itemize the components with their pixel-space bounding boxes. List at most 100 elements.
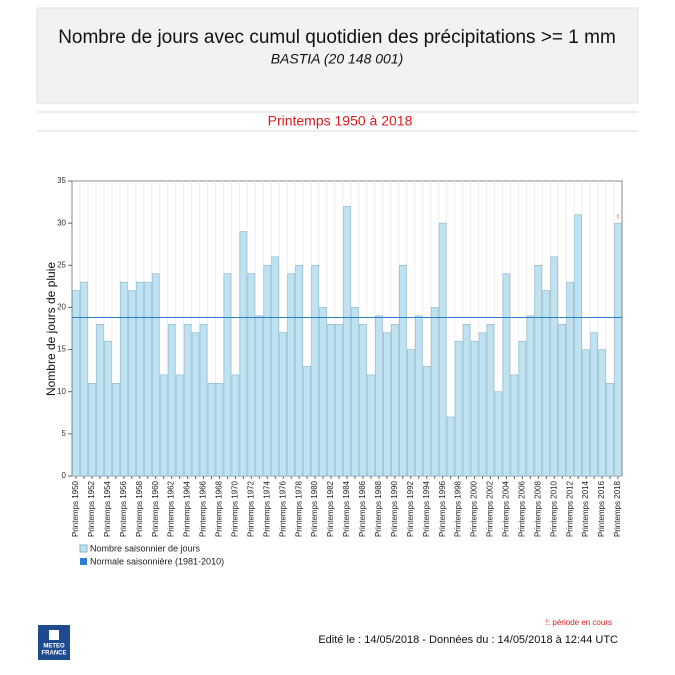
- x-tick-label: Printemps 1976: [278, 480, 287, 537]
- bar: [470, 340, 479, 477]
- bar: [399, 264, 407, 477]
- bar: [151, 273, 160, 477]
- legend-swatch: [80, 558, 87, 565]
- y-tick-label: 35: [57, 176, 66, 185]
- bar: [462, 323, 471, 477]
- x-tick-label: Printemps 1998: [454, 480, 463, 537]
- x-tick-label: Printemps 1992: [406, 480, 415, 537]
- bar: [406, 349, 415, 477]
- y-tick-label: 20: [57, 303, 66, 312]
- bar: [175, 374, 184, 477]
- bar: [534, 264, 543, 477]
- bar: [223, 273, 232, 477]
- bar: [88, 382, 96, 477]
- bar: [510, 374, 519, 477]
- x-tick-label: Printemps 2008: [533, 480, 542, 537]
- legend-swatch: [79, 544, 88, 553]
- bar: [112, 382, 120, 477]
- x-tick-label: Printemps 2006: [517, 480, 526, 537]
- header-subtitle: BASTIA (20 148 001): [271, 51, 404, 67]
- x-tick-label: Printemps 1962: [167, 480, 176, 537]
- x-tick-label: Printemps 2016: [597, 480, 606, 537]
- bar: [478, 332, 487, 477]
- y-tick-label: 30: [57, 218, 66, 227]
- bar: [143, 281, 152, 477]
- x-tick-label: Printemps 1958: [135, 480, 144, 537]
- x-tick-label: Printemps 1960: [151, 480, 160, 537]
- bar: [183, 323, 192, 477]
- x-tick-label: Printemps 1954: [103, 480, 112, 537]
- bar: [191, 332, 200, 477]
- bar: [391, 323, 399, 477]
- bar: [311, 264, 319, 477]
- bar: [502, 273, 511, 477]
- bar: [454, 340, 463, 477]
- bar: [135, 281, 144, 477]
- legend-label: Normale saisonnière (1981-2010): [90, 556, 224, 566]
- bar: [574, 214, 582, 477]
- annotation: !: [617, 214, 619, 221]
- x-tick-label: Printemps 1984: [342, 480, 351, 537]
- bar: [247, 273, 256, 477]
- x-tick-label: Printemps 1974: [262, 480, 271, 537]
- x-tick-label: Printemps 1980: [310, 480, 319, 537]
- header-title: Nombre de jours avec cumul quotidien des…: [58, 27, 616, 48]
- bar: [127, 290, 136, 477]
- bar: [486, 323, 495, 477]
- bar: [542, 290, 551, 477]
- bar: [303, 366, 311, 477]
- bar: [598, 349, 606, 477]
- bar: [438, 222, 447, 477]
- x-tick-label: Printemps 2004: [502, 480, 511, 537]
- footer: Edité le : 14/05/2018 - Données du : 14/…: [318, 634, 618, 646]
- bar: [199, 323, 208, 477]
- x-tick-label: Printemps 1986: [358, 480, 367, 537]
- x-tick-label: Printemps 2010: [549, 480, 558, 537]
- chart-title: Printemps 1950 à 2018: [268, 113, 413, 129]
- y-tick-label: 0: [62, 471, 67, 480]
- bar: [430, 307, 439, 477]
- bar: [614, 222, 622, 477]
- x-tick-label: Printemps 1978: [294, 480, 303, 537]
- bar: [263, 264, 272, 477]
- bar: [446, 416, 455, 477]
- x-tick-label: Printemps 2018: [613, 480, 622, 537]
- bar: [383, 332, 391, 477]
- bar: [494, 391, 503, 477]
- bar: [422, 366, 431, 477]
- bar: [319, 307, 327, 477]
- y-tick-label: 5: [62, 429, 67, 438]
- bar: [343, 205, 351, 477]
- x-tick-label: Printemps 1988: [374, 480, 383, 537]
- x-tick-label: Printemps 1950: [71, 480, 80, 537]
- bar: [414, 315, 423, 477]
- x-tick-label: Printemps 1994: [422, 480, 431, 537]
- bar: [335, 323, 343, 477]
- x-tick-label: Printemps 1966: [199, 480, 208, 537]
- bar: [295, 264, 303, 477]
- x-tick-label: Printemps 1990: [390, 480, 399, 537]
- bar: [255, 315, 264, 477]
- bar: [120, 281, 128, 477]
- x-tick-label: Printemps 1968: [215, 480, 224, 537]
- x-tick-label: Printemps 1956: [119, 480, 128, 537]
- x-tick-label: Printemps 1972: [246, 480, 255, 537]
- x-tick-label: Printemps 2000: [470, 480, 479, 537]
- bar: [375, 315, 383, 477]
- bar: [526, 315, 535, 477]
- y-tick-label: 15: [57, 345, 66, 354]
- x-tick-label: Printemps 1982: [326, 480, 335, 537]
- bar: [104, 340, 112, 477]
- x-tick-label: Printemps 1996: [438, 480, 447, 537]
- bar: [582, 349, 590, 477]
- bar: [271, 256, 280, 477]
- bar: [167, 323, 176, 477]
- bar: [287, 273, 295, 477]
- y-tick-label: 25: [57, 260, 66, 269]
- x-tick-label: Printemps 1970: [231, 480, 240, 537]
- bar: [327, 323, 335, 477]
- header-box: [36, 7, 639, 104]
- logo-text: FRANCE: [42, 651, 67, 657]
- bar: [231, 374, 240, 477]
